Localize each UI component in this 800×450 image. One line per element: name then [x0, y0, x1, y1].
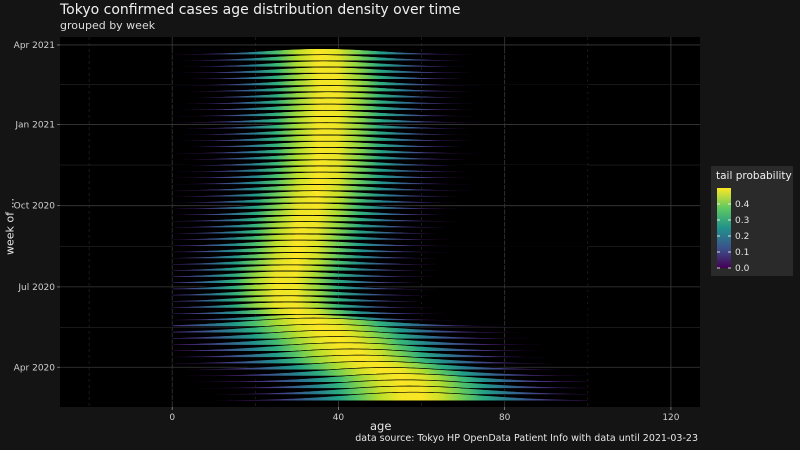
- legend-title: tail probability: [716, 170, 792, 182]
- legend-tick-label: 0.0: [735, 264, 750, 274]
- week-ridge: [171, 289, 589, 297]
- week-ridge: [171, 91, 589, 99]
- chart-subtitle: grouped by week: [60, 19, 156, 32]
- week-ridge: [171, 184, 589, 192]
- y-axis-ticks: Apr 2020 Jul 2020 Oct 2020 Jan 2021 Apr 2021: [14, 41, 60, 373]
- week-ridge: [171, 122, 589, 130]
- week-ridge: [171, 79, 589, 86]
- week-ridge: [171, 373, 589, 383]
- week-ridge: [171, 239, 589, 247]
- x-tick-label: 0: [169, 413, 175, 423]
- week-ridge: [171, 190, 589, 198]
- week-ridge: [171, 360, 589, 371]
- legend-gradient-bar: [717, 188, 731, 268]
- week-ridge: [171, 85, 589, 93]
- week-ridge: [171, 342, 589, 352]
- week-ridge: [171, 72, 589, 80]
- week-ridge: [171, 215, 589, 222]
- week-ridge: [171, 295, 589, 303]
- data-source-caption: data source: Tokyo HP OpenData Patient I…: [355, 433, 698, 444]
- week-ridge: [171, 330, 589, 340]
- y-axis-label: week of ...: [3, 198, 17, 255]
- legend-tick-label: 0.1: [735, 248, 749, 258]
- x-tick-label: 80: [499, 413, 511, 423]
- chart-title: Tokyo confirmed cases age distribution d…: [60, 2, 461, 18]
- week-ridge: [171, 48, 589, 56]
- week-ridge: [171, 103, 589, 111]
- week-ridge: [171, 147, 589, 154]
- week-ridge: [171, 307, 589, 315]
- week-ridge: [171, 246, 589, 253]
- week-ridge: [171, 317, 589, 327]
- week-ridge: [171, 116, 589, 124]
- legend-tick-label: 0.2: [735, 232, 749, 242]
- week-ridge: [171, 140, 589, 148]
- week-ridge: [171, 264, 589, 272]
- y-tick-label: Apr 2020: [14, 363, 56, 373]
- week-ridge: [171, 60, 589, 68]
- density-ridges: [171, 48, 589, 402]
- y-tick-label: Apr 2021: [14, 41, 55, 51]
- color-legend: tail probability 0.0 0.1 0.2 0.3 0.4: [711, 166, 793, 276]
- week-ridge: [171, 171, 589, 179]
- week-ridge: [171, 379, 589, 389]
- week-ridge: [171, 208, 589, 216]
- legend-tick-label: 0.4: [735, 200, 750, 210]
- legend-tick-label: 0.3: [735, 216, 749, 226]
- week-ridge: [171, 128, 589, 136]
- week-ridge: [171, 227, 589, 235]
- week-ridge: [171, 276, 589, 284]
- week-ridge: [171, 270, 589, 278]
- week-ridge: [171, 66, 589, 74]
- week-ridge: [171, 202, 589, 210]
- week-ridge: [171, 196, 589, 204]
- week-ridge: [171, 97, 589, 105]
- week-ridge: [171, 134, 589, 142]
- y-tick-label: Jan 2021: [14, 120, 55, 130]
- week-ridge: [171, 153, 589, 161]
- week-ridge: [171, 165, 589, 173]
- x-axis-ticks: 0 40 80 120: [169, 407, 680, 423]
- y-tick-label: Oct 2020: [14, 202, 56, 212]
- y-tick-label: Jul 2020: [17, 283, 55, 293]
- week-ridge: [171, 367, 589, 377]
- week-ridge: [171, 252, 589, 259]
- x-tick-label: 120: [662, 413, 679, 423]
- week-ridge: [171, 391, 589, 402]
- week-ridge: [171, 233, 589, 241]
- week-ridge: [171, 348, 589, 358]
- legend-colorbar: 0.0 0.1 0.2 0.3 0.4: [717, 188, 750, 274]
- week-ridge: [171, 323, 589, 334]
- week-ridge: [171, 283, 589, 290]
- week-ridge: [171, 178, 589, 185]
- x-tick-label: 40: [333, 413, 345, 423]
- week-ridge: [171, 159, 589, 167]
- week-ridge: [171, 354, 589, 365]
- week-ridge: [171, 54, 589, 62]
- week-ridge: [171, 385, 589, 395]
- week-ridge: [171, 301, 589, 309]
- week-ridge: [171, 258, 589, 266]
- x-axis-label: age: [370, 419, 392, 433]
- week-ridge: [171, 336, 589, 346]
- week-ridge: [171, 221, 589, 229]
- week-ridge: [171, 110, 589, 117]
